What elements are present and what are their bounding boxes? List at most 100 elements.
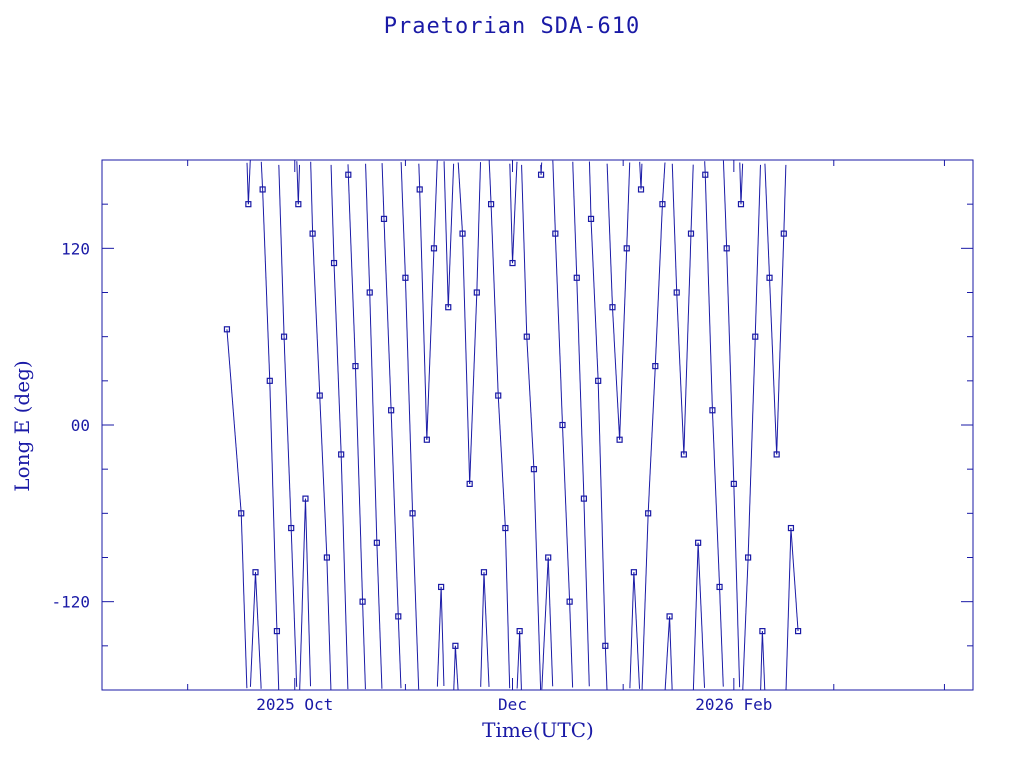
- trace-segment: [676, 292, 685, 455]
- trace-segment: [462, 233, 471, 484]
- trace-segment: [764, 163, 770, 278]
- trace-segment: [664, 616, 671, 690]
- trace-segment: [255, 572, 262, 689]
- data-point: [723, 245, 730, 252]
- data-point: [509, 259, 516, 267]
- trace-segment: [785, 528, 792, 690]
- data-point: [445, 304, 452, 311]
- trace-segment: [661, 162, 666, 205]
- trace-segment: [312, 233, 321, 396]
- data-point: [680, 451, 687, 458]
- data-point: [495, 392, 502, 399]
- trace-segment: [362, 601, 366, 690]
- trace-segment: [572, 161, 578, 278]
- data-point: [716, 583, 723, 591]
- trace-segment: [590, 218, 599, 381]
- trace-segment: [747, 336, 756, 558]
- trace-segment: [226, 329, 242, 514]
- data-point: [309, 230, 316, 237]
- data-point: [338, 451, 345, 458]
- data-point: [794, 628, 802, 635]
- trace-segment: [540, 162, 543, 175]
- trace-segment: [490, 204, 499, 396]
- data-point: [323, 554, 330, 561]
- data-point: [695, 539, 702, 546]
- trace-segment: [469, 292, 478, 484]
- trace-segment: [319, 395, 328, 558]
- data-point: [609, 304, 616, 311]
- data-point: [316, 392, 323, 399]
- trace-segment: [606, 163, 613, 308]
- trace-segment: [760, 631, 763, 690]
- trace-segment: [562, 424, 571, 602]
- data-point: [766, 274, 773, 281]
- y-axis-label: Long E (deg): [10, 360, 34, 492]
- trace-segment: [269, 380, 278, 632]
- trace-segment: [783, 164, 787, 234]
- trace-segment: [754, 164, 761, 337]
- trace-segment: [347, 174, 356, 367]
- data-point: [245, 201, 252, 208]
- trace-segment: [719, 586, 724, 687]
- trace-segment: [381, 163, 385, 219]
- data-point: [473, 289, 480, 296]
- data-point: [580, 495, 588, 502]
- trace-segment: [457, 162, 463, 234]
- data-point: [430, 245, 438, 252]
- trace-segment: [726, 248, 735, 484]
- trace-segment: [240, 513, 248, 689]
- trace-segment: [299, 498, 306, 690]
- trace-segment: [626, 162, 631, 249]
- data-point: [645, 510, 652, 517]
- data-point: [552, 230, 559, 237]
- x-tick-label: Dec: [498, 695, 527, 714]
- data-point: [566, 598, 573, 605]
- trace-segment: [488, 160, 492, 205]
- trace-segment: [654, 204, 663, 367]
- trace-segment: [390, 410, 399, 617]
- trace-segment: [647, 366, 656, 514]
- trace-segment: [742, 557, 749, 690]
- data-point: [545, 554, 552, 561]
- trace-segment: [297, 164, 300, 205]
- data-point: [623, 245, 630, 252]
- data-point: [266, 377, 273, 384]
- data-point: [273, 628, 281, 635]
- x-tick-label: 2025 Oct: [256, 695, 333, 714]
- trace-segment: [569, 601, 574, 688]
- x-tick-label: 2026 Feb: [695, 695, 772, 714]
- trace-segment: [761, 631, 766, 690]
- trace-segment: [552, 160, 556, 234]
- trace-segment: [588, 161, 592, 219]
- trace-segment: [340, 454, 349, 690]
- trace-segment: [790, 528, 799, 632]
- trace-segment: [246, 162, 249, 205]
- trace-segment: [412, 513, 420, 690]
- data-point: [345, 171, 352, 178]
- data-point: [687, 230, 695, 237]
- data-point: [737, 201, 745, 208]
- data-point: [238, 510, 245, 517]
- trace-segment: [333, 263, 342, 455]
- trace-segment: [576, 277, 585, 499]
- trace-segment: [633, 572, 640, 689]
- data-point: [380, 215, 388, 222]
- trace-segment: [519, 631, 522, 690]
- trace-segment: [612, 307, 621, 440]
- trace-segment: [669, 616, 673, 690]
- trace-segment: [443, 161, 449, 308]
- trace-segment: [640, 163, 643, 190]
- data-point: [259, 186, 266, 193]
- data-point: [330, 259, 338, 267]
- trace-segment: [733, 483, 741, 688]
- y-tick-label: 120: [61, 239, 90, 258]
- plot-frame: [101, 159, 974, 691]
- data-point: [637, 186, 645, 193]
- data-point: [773, 451, 780, 458]
- data-point: [523, 333, 530, 340]
- trace-segment: [554, 233, 563, 426]
- trace-segment: [776, 233, 785, 455]
- y-tick-label: -120: [51, 593, 90, 612]
- trace-segment: [697, 542, 705, 688]
